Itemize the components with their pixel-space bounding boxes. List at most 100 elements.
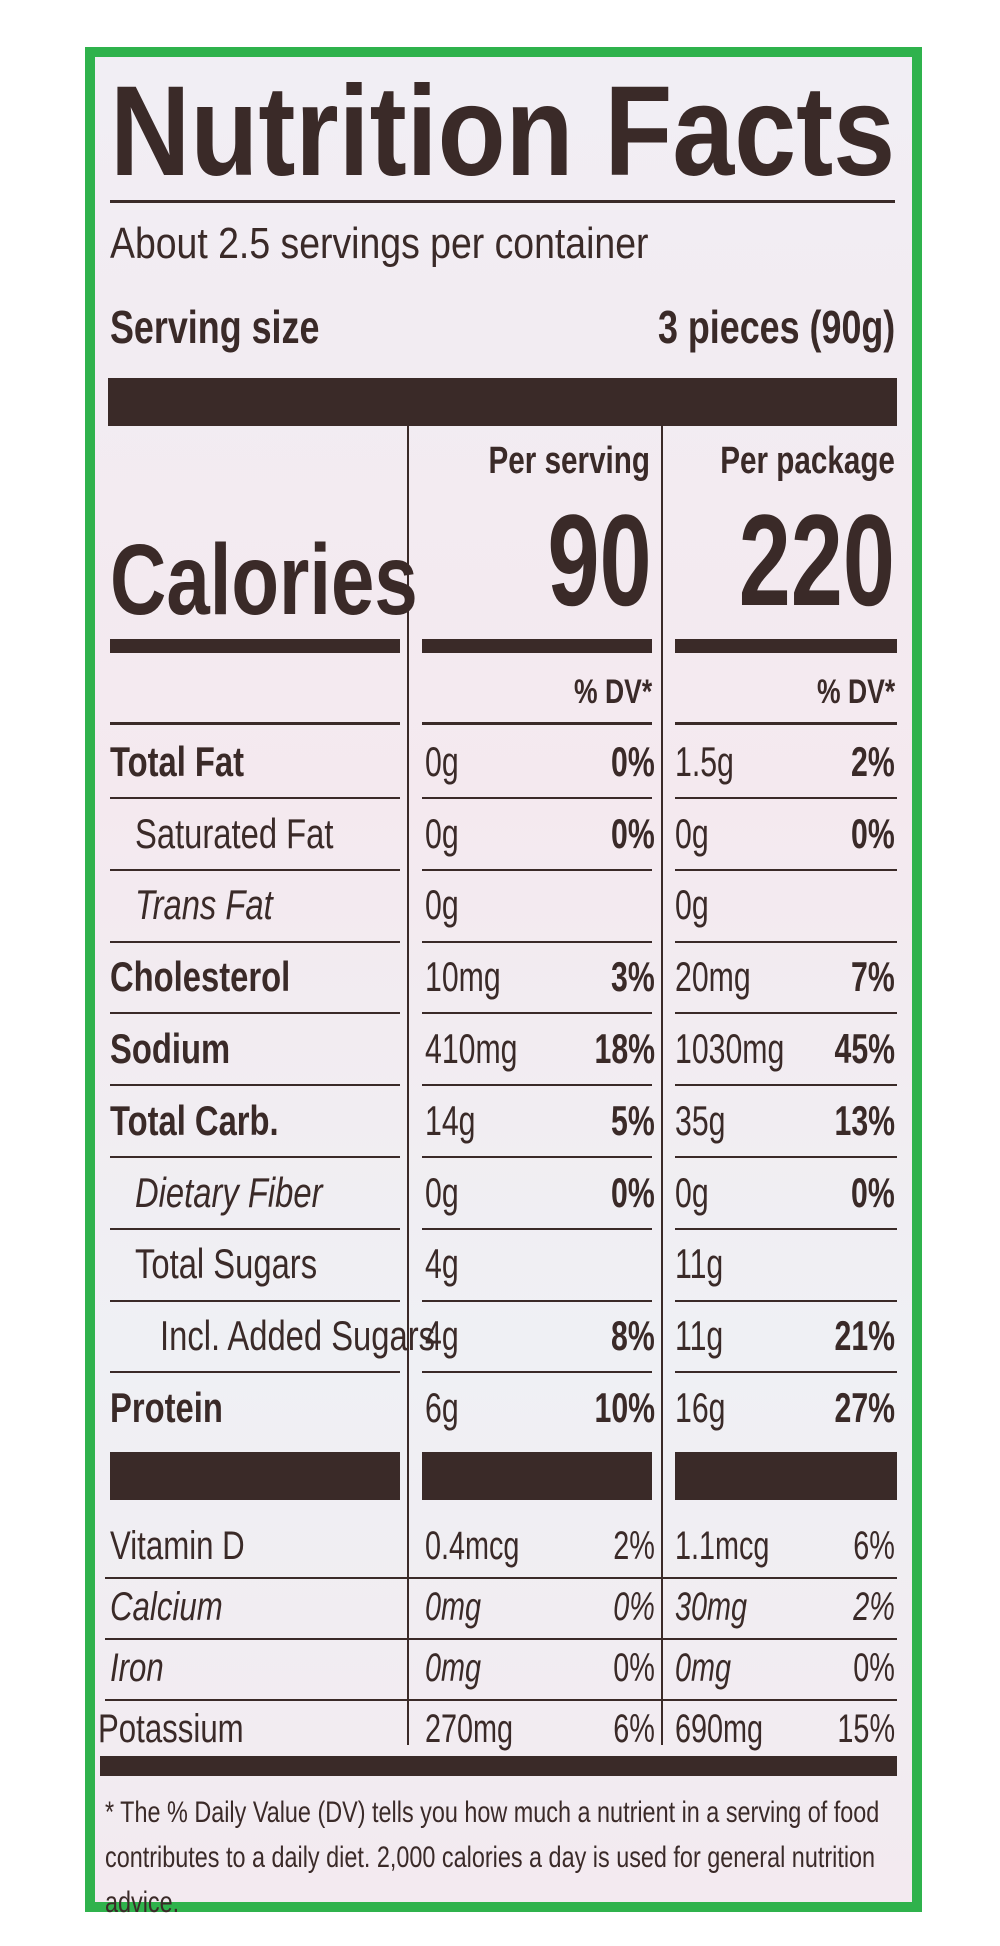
daily-value: 13%: [834, 1096, 895, 1144]
amount: 6g: [425, 1384, 459, 1431]
rule: [422, 721, 652, 725]
rule: [675, 797, 897, 799]
vitamin-name: Calcium: [110, 1585, 223, 1629]
rule: [422, 1452, 652, 1500]
amount: 20mg: [675, 953, 751, 1001]
rule: [100, 1756, 897, 1776]
rule: [675, 1084, 897, 1087]
rule: [422, 1084, 652, 1087]
nutrient-name: Cholesterol: [110, 953, 291, 1001]
amount: 1.1mcg: [675, 1524, 770, 1568]
column-header: Per serving: [488, 440, 650, 483]
rule: [422, 1012, 652, 1015]
daily-value: 6%: [853, 1524, 895, 1568]
daily-value: 21%: [834, 1312, 895, 1360]
rule: [422, 797, 652, 799]
rule: [110, 1227, 400, 1230]
daily-value: 2%: [613, 1524, 655, 1568]
nutrient-name: Sodium: [110, 1025, 231, 1072]
daily-value: 0%: [851, 809, 895, 857]
servings: About 2.5 servings per container: [110, 218, 649, 268]
amount: 0g: [425, 1168, 459, 1216]
rule: [675, 639, 897, 653]
nutrient-name: Incl. Added Sugars: [160, 1312, 436, 1360]
amount: 0g: [675, 1168, 709, 1216]
rule: [675, 1452, 897, 1500]
column-header: Per package: [720, 440, 895, 483]
daily-value: 0%: [853, 1646, 895, 1690]
rule: [110, 1299, 400, 1302]
daily-value: 0%: [611, 737, 655, 785]
vitamin-name: Vitamin D: [110, 1524, 245, 1568]
daily-value: 5%: [611, 1096, 655, 1144]
rule: [422, 1299, 652, 1302]
rule: [110, 868, 400, 871]
daily-value: 0%: [851, 1168, 895, 1216]
amount: 30mg: [675, 1585, 748, 1629]
daily-value: 0%: [611, 809, 655, 857]
daily-value: 15%: [837, 1707, 895, 1751]
amount: 410mg: [425, 1025, 518, 1072]
amount: 0g: [675, 809, 709, 857]
daily-value: 27%: [834, 1384, 895, 1431]
amount: 11g: [675, 1240, 724, 1288]
rule: [675, 1227, 897, 1230]
rule: [108, 378, 897, 426]
amount: 11g: [675, 1312, 724, 1360]
amount: 1.5g: [675, 737, 734, 785]
nutrient-name: Trans Fat: [135, 881, 273, 929]
column-divider: [661, 426, 663, 1745]
vitamin-name: Potassium: [98, 1707, 244, 1751]
amount: 0mg: [425, 1585, 482, 1629]
rule: [422, 1156, 652, 1158]
amount: 0g: [425, 881, 459, 929]
rule: [110, 797, 400, 799]
daily-value: 0%: [613, 1646, 655, 1690]
rule: [422, 1371, 652, 1374]
rule: [110, 199, 895, 203]
nutrition-label: [85, 47, 922, 1912]
rule: [110, 1156, 400, 1158]
amount: 0mg: [425, 1646, 482, 1690]
rule: [110, 1371, 400, 1374]
daily-value: 18%: [594, 1025, 655, 1072]
footnote: * The % Daily Value (DV) tells you how m…: [105, 1796, 880, 1919]
daily-value: 0%: [613, 1585, 655, 1629]
amount: 1030mg: [675, 1025, 785, 1072]
rule: [675, 721, 897, 725]
rule: [105, 1699, 897, 1701]
rule: [110, 1452, 400, 1500]
rule: [110, 940, 400, 943]
rule: [422, 639, 652, 653]
dv-header: % DV*: [573, 672, 652, 711]
nutrient-name: Protein: [110, 1384, 223, 1431]
rule: [110, 721, 400, 725]
column-divider: [407, 426, 409, 1745]
nutrient-name: Total Carb.: [110, 1096, 279, 1144]
vitamin-name: Iron: [110, 1646, 164, 1690]
rule: [675, 868, 897, 871]
rule: [675, 1371, 897, 1374]
serving-size-value: 3 pieces (90g): [657, 301, 895, 354]
serving-size-label: Serving size: [110, 301, 320, 354]
nutrient-name: Total Sugars: [135, 1240, 318, 1288]
rule: [675, 1012, 897, 1015]
daily-value: 45%: [834, 1025, 895, 1072]
amount: 0mg: [675, 1646, 732, 1690]
daily-value: 10%: [594, 1384, 655, 1431]
rule: [110, 639, 400, 653]
calories-label: Calories: [110, 524, 418, 636]
daily-value: 8%: [611, 1312, 655, 1360]
rule: [110, 1084, 400, 1087]
amount: 0g: [675, 881, 709, 929]
daily-value: 0%: [611, 1168, 655, 1216]
amount: 0g: [425, 809, 459, 857]
nutrient-name: Dietary Fiber: [135, 1168, 323, 1216]
amount: 16g: [675, 1384, 726, 1431]
daily-value: 2%: [853, 1585, 895, 1629]
title: Nutrition Facts: [110, 60, 896, 204]
calories-value: 90: [547, 487, 652, 633]
rule: [675, 1156, 897, 1158]
rule: [110, 1012, 400, 1015]
